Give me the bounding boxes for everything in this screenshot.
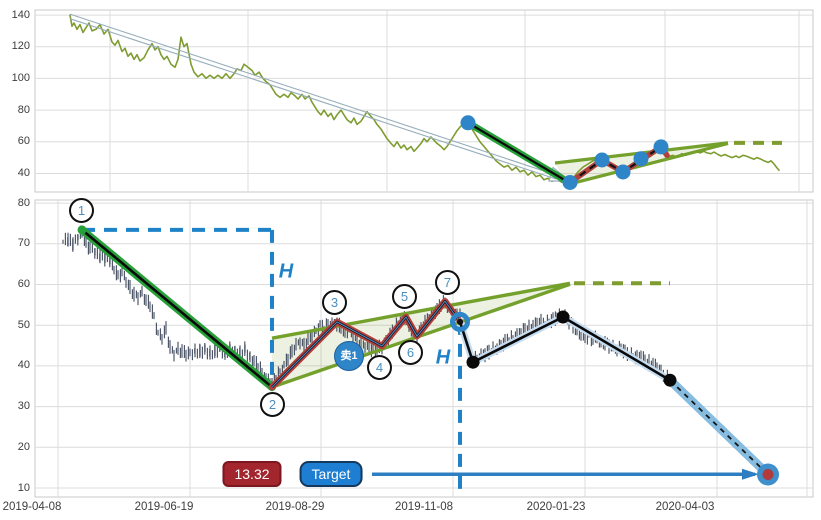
wave-number-6: 6 [398,339,423,365]
main-panel [34,199,814,498]
swing-dot-blue [562,175,578,190]
swing-dot-blue [633,151,649,167]
swing-dot-blue [653,139,669,155]
target-dot-inner [762,469,774,480]
sell-signal-marker[interactable]: 卖1 [334,341,364,372]
wave-number-1: 1 [69,198,94,224]
main-projection-core [458,315,672,382]
breakdown-ring-center [456,318,464,326]
swing-dot-blue [615,164,631,180]
projection-dot [663,373,677,387]
target-arrow-head [742,468,759,480]
main-forecast-band-core [669,379,769,476]
swing-dot-blue [594,152,610,168]
wave-number-3: 3 [322,290,347,316]
impulse-start-dot [77,225,87,235]
main-zigzag-core [271,300,461,388]
overview-panel [34,9,814,193]
target-badge[interactable]: Target [299,461,363,488]
projection-dot [466,355,480,369]
wave-number-5: 5 [392,284,417,310]
wave-number-4: 4 [367,354,392,380]
overview-impulse-down-core [466,121,570,184]
overview-wedge-lower [566,141,729,187]
swing-dot-blue [460,115,476,131]
wave-number-2: 2 [260,391,285,417]
main-wedge-upper [271,281,571,340]
height-label-2: H [435,346,451,369]
wave-number-7: 7 [435,270,460,296]
projection-dot [556,310,570,324]
height-label-1: H [278,260,294,283]
breakdown-ring [450,311,470,332]
target-price-badge: 13.32 [222,461,282,488]
main-impulse-down-core [80,228,274,389]
overview-channel-upper [69,13,563,178]
overview-channel-lower [69,18,557,180]
